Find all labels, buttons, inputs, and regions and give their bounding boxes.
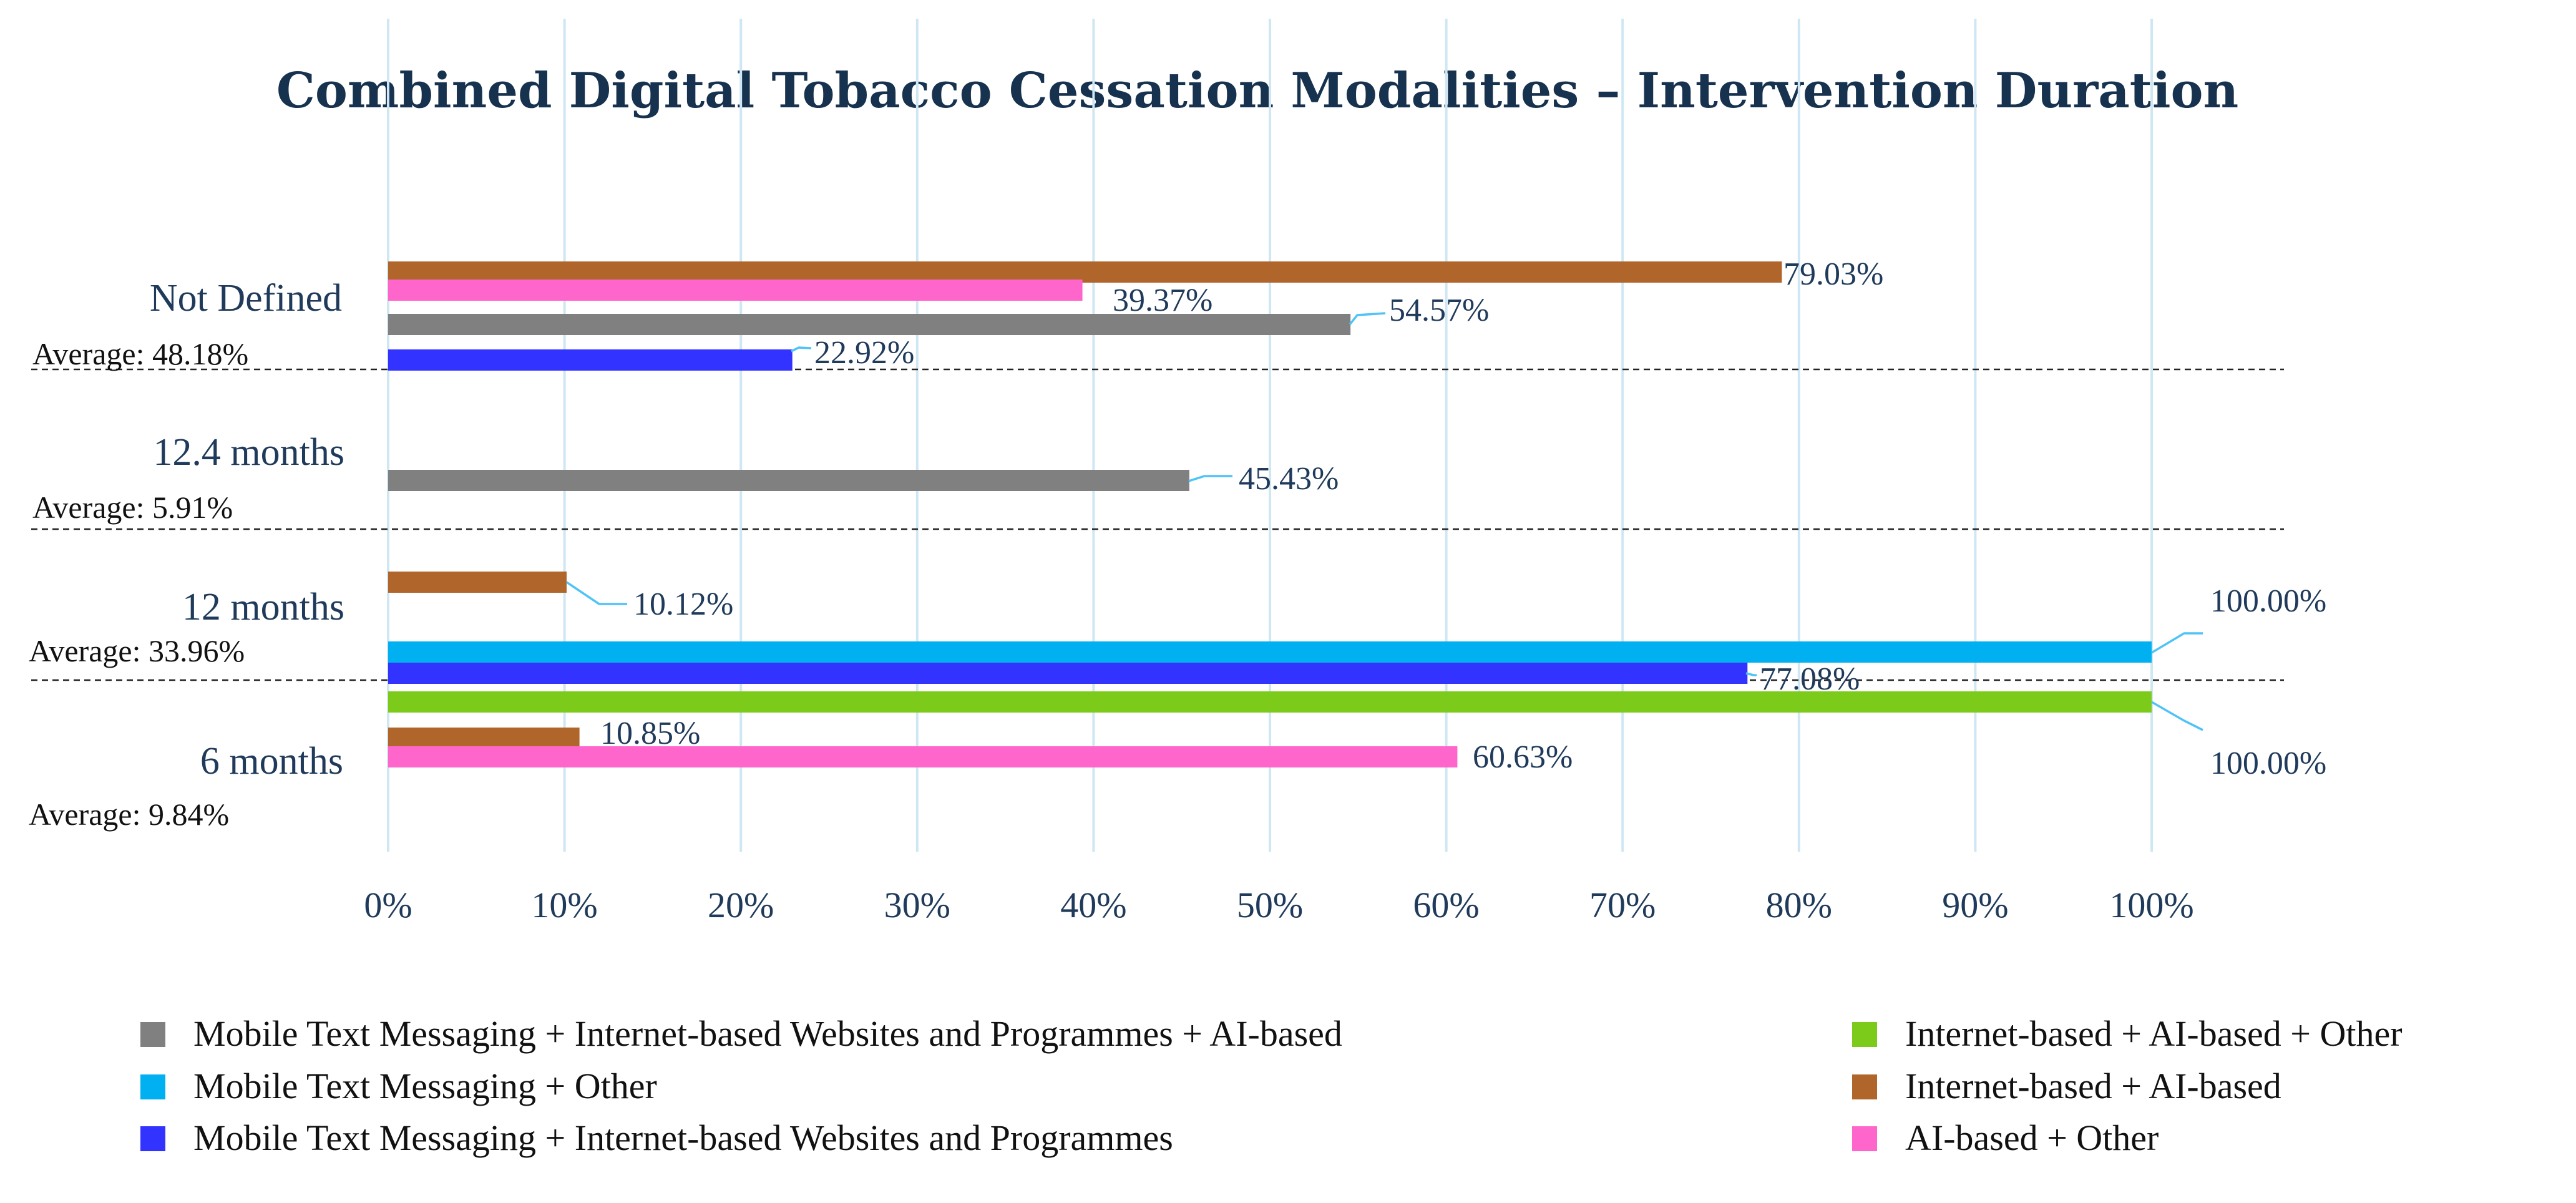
legend-swatch bbox=[140, 1126, 165, 1151]
data-label: 60.63% bbox=[1473, 739, 1573, 775]
x-axis-ticks: 0% 10% 20% 30% 40% 50% 60% 70% 80% 90% 100% bbox=[364, 885, 2193, 925]
x-tick-label: 70% bbox=[1589, 885, 1656, 925]
data-label: 10.12% bbox=[633, 587, 733, 622]
legend-swatch bbox=[1852, 1074, 1877, 1099]
leader-line bbox=[2151, 701, 2203, 731]
x-tick-label: 30% bbox=[884, 885, 950, 925]
category-average-label: Average: 9.84% bbox=[29, 797, 229, 832]
legend-item: Internet-based + AI-based + Other bbox=[1852, 1013, 2403, 1054]
label-leader-lines bbox=[566, 312, 2203, 731]
bar bbox=[388, 641, 2152, 663]
legend-item: Mobile Text Messaging + Other bbox=[140, 1066, 657, 1106]
leader-line bbox=[2151, 632, 2203, 654]
data-label: 79.03% bbox=[1783, 256, 1883, 292]
data-labels: 79.03% 39.37% 54.57% 22.92% 45.43% 10.12% 100.… bbox=[600, 256, 2326, 781]
bar bbox=[388, 261, 1782, 283]
legend-item: Internet-based + AI-based bbox=[1852, 1066, 2281, 1106]
category-labels: Not Defined Average: 48.18% 12.4 months Ave… bbox=[29, 277, 344, 832]
category-average-label: Average: 33.96% bbox=[29, 633, 245, 668]
legend-label: Mobile Text Messaging + Other bbox=[193, 1066, 657, 1106]
legend-item: Mobile Text Messaging + Internet-based W… bbox=[140, 1118, 1173, 1158]
bar bbox=[388, 572, 567, 593]
data-label: 100.00% bbox=[2210, 746, 2326, 781]
legend-item: AI-based + Other bbox=[1852, 1118, 2159, 1158]
legend-swatch bbox=[1852, 1022, 1877, 1047]
group-separators bbox=[31, 368, 2284, 681]
x-tick-label: 10% bbox=[531, 885, 597, 925]
category-label: 12 months bbox=[182, 586, 344, 628]
chart-title: Combined Digital Tobacco Cessation Modal… bbox=[276, 62, 2238, 119]
x-tick-label: 40% bbox=[1060, 885, 1126, 925]
data-label: 10.85% bbox=[600, 716, 700, 751]
bar bbox=[388, 349, 793, 371]
category-label: 6 months bbox=[200, 740, 343, 782]
bar bbox=[388, 470, 1189, 491]
x-tick-label: 50% bbox=[1237, 885, 1303, 925]
data-label: 100.00% bbox=[2210, 583, 2326, 619]
category-label: Not Defined bbox=[150, 277, 342, 319]
bar bbox=[388, 663, 1748, 684]
data-label: 45.43% bbox=[1239, 461, 1339, 497]
legend-swatch bbox=[1852, 1126, 1877, 1151]
legend-label: Mobile Text Messaging + Internet-based W… bbox=[193, 1013, 1342, 1054]
x-tick-label: 90% bbox=[1942, 885, 2008, 925]
data-label: 77.08% bbox=[1760, 661, 1860, 697]
x-tick-label: 0% bbox=[364, 885, 412, 925]
leader-line bbox=[566, 581, 627, 605]
legend-item: Mobile Text Messaging + Internet-based W… bbox=[140, 1013, 1342, 1054]
legend-label: AI-based + Other bbox=[1905, 1118, 2159, 1158]
data-label: 39.37% bbox=[1113, 283, 1212, 318]
leader-line bbox=[1349, 312, 1386, 326]
legend-label: Internet-based + AI-based + Other bbox=[1905, 1013, 2403, 1054]
bar bbox=[388, 280, 1083, 301]
legend-label: Internet-based + AI-based bbox=[1905, 1066, 2281, 1106]
legend: Mobile Text Messaging + Internet-based W… bbox=[140, 1013, 2403, 1158]
leader-line bbox=[1745, 672, 1757, 676]
bars bbox=[388, 261, 2152, 767]
bar bbox=[388, 314, 1351, 335]
x-tick-label: 60% bbox=[1413, 885, 1479, 925]
leader-line bbox=[1188, 475, 1232, 482]
category-label: 12.4 months bbox=[153, 431, 344, 474]
legend-label: Mobile Text Messaging + Internet-based W… bbox=[193, 1118, 1173, 1158]
data-label: 22.92% bbox=[814, 335, 914, 371]
x-tick-label: 80% bbox=[1766, 885, 1832, 925]
category-average-label: Average: 5.91% bbox=[32, 490, 233, 525]
x-tick-label: 20% bbox=[708, 885, 774, 925]
legend-swatch bbox=[140, 1022, 165, 1047]
category-average-label: Average: 48.18% bbox=[32, 336, 248, 371]
data-label: 54.57% bbox=[1389, 293, 1489, 328]
bar bbox=[388, 728, 580, 749]
bar bbox=[388, 746, 1458, 767]
grid-lines bbox=[387, 19, 2153, 852]
bar bbox=[388, 691, 2152, 713]
legend-swatch bbox=[140, 1074, 165, 1099]
leader-line bbox=[791, 346, 812, 353]
x-tick-label: 100% bbox=[2109, 885, 2193, 925]
